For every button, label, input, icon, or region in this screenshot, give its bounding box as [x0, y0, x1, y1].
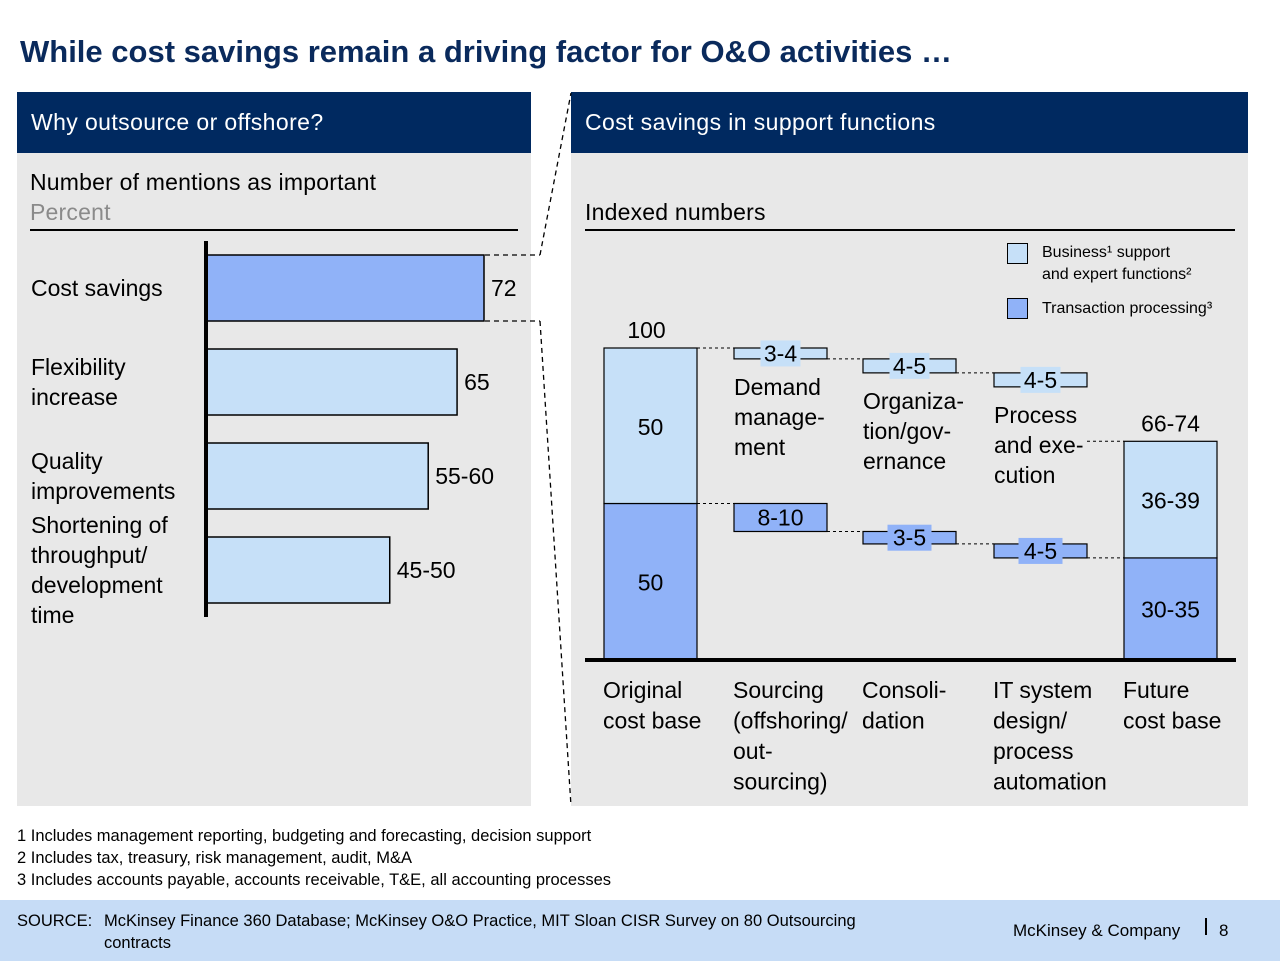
mentions-category-label: Quality — [31, 448, 103, 474]
waterfall-category-label: out- — [733, 738, 773, 764]
business-step-label-bg — [1020, 366, 1061, 393]
step-note: manage- — [734, 404, 825, 430]
future-business-segment — [1123, 440, 1218, 559]
mentions-bar — [206, 348, 458, 416]
mentions-category-label: Shortening of — [31, 512, 168, 538]
left-panel-header-text: Why outsource or offshore? — [31, 109, 324, 135]
legend-business-line2: and expert functions² — [1042, 266, 1192, 283]
legend-swatch-transaction — [1007, 298, 1028, 319]
mentions-category-label: increase — [31, 384, 118, 410]
step-note: ment — [734, 434, 786, 460]
transaction-step-label-bg — [758, 504, 803, 531]
mentions-category-label: Flexibility — [31, 354, 126, 380]
transaction-step-label: 8-10 — [757, 504, 803, 530]
future-transaction-segment — [1123, 557, 1218, 660]
mentions-bar-value: 65 — [464, 369, 490, 395]
source-line-1: McKinsey Finance 360 Database; McKinsey … — [104, 912, 856, 930]
waterfall-category-label: automation — [993, 769, 1107, 795]
original-transaction-label: 50 — [638, 569, 664, 595]
left-panel-header: Why outsource or offshore? — [17, 92, 531, 153]
waterfall-category-label: cost base — [1123, 708, 1221, 734]
left-chart-subtitle: Number of mentions as important — [30, 169, 377, 195]
business-step-label: 4-5 — [893, 353, 926, 379]
mentions-bar-chart: 72 Cost savings 65 Flexibility increase 55-60… — [31, 241, 517, 628]
transaction-step-label: 4-5 — [1024, 538, 1057, 564]
transaction-step-label: 3-5 — [893, 525, 926, 551]
source-label: SOURCE: — [17, 912, 93, 930]
waterfall-category-label: sourcing) — [733, 769, 828, 795]
waterfall-category-label: Future — [1123, 677, 1189, 703]
legend-business-line1: Business¹ support — [1042, 244, 1171, 261]
footnote-3: 3 Includes accounts payable, accounts re… — [17, 871, 612, 889]
business-step-label-bg — [889, 352, 930, 379]
source-line-2: contracts — [104, 934, 171, 952]
business-step-label-bg — [760, 340, 801, 367]
waterfall-category-label: Original — [603, 677, 682, 703]
legend-swatch-business — [1007, 243, 1028, 264]
mentions-category-label: throughput/ — [31, 542, 148, 568]
right-subtitle-rule — [585, 229, 1235, 231]
transaction-step-label-bg — [887, 524, 932, 551]
step-note: Organiza- — [863, 388, 964, 414]
business-step-label: 3-4 — [764, 340, 797, 366]
left-chart-unit: Percent — [30, 199, 111, 225]
page-number: 8 — [1219, 921, 1229, 940]
mentions-bar — [206, 442, 429, 510]
step-note: Demand — [734, 374, 821, 400]
mentions-bar-value: 55-60 — [435, 463, 494, 489]
mentions-bar-value: 45-50 — [397, 557, 456, 583]
page-title: While cost savings remain a driving fact… — [20, 34, 952, 69]
footnote-1: 1 Includes management reporting, budgeti… — [17, 827, 592, 845]
future-transaction-label: 30-35 — [1141, 596, 1200, 622]
right-panel-header: Cost savings in support functions — [571, 92, 1248, 153]
step-note: and exe- — [994, 432, 1084, 458]
waterfall-category-label: dation — [862, 708, 925, 734]
waterfall-category-label: (offshoring/ — [733, 708, 848, 734]
waterfall-category-label: process — [993, 738, 1074, 764]
cost-waterfall-chart: 50 50 100 3-4 Demand manage-ment 8-10 4-5 Organi… — [585, 317, 1236, 795]
mentions-bar-value: 72 — [491, 275, 517, 301]
legend-label-transaction: Transaction processing³ — [1042, 300, 1213, 317]
step-note: Process — [994, 402, 1077, 428]
mentions-bar — [206, 254, 485, 322]
legend-label-business: Business¹ support and expert functions² — [1042, 242, 1191, 286]
step-note: cution — [994, 462, 1055, 488]
right-panel-header-text: Cost savings in support functions — [585, 109, 936, 135]
company-name: McKinsey & Company — [1013, 921, 1181, 940]
waterfall-category-label: design/ — [993, 708, 1068, 734]
step-note: tion/gov- — [863, 418, 951, 444]
page-separator — [1205, 918, 1207, 935]
waterfall-category-label: IT system — [993, 677, 1092, 703]
future-business-label: 36-39 — [1141, 488, 1200, 514]
zoom-line-top-diag — [539, 92, 572, 256]
waterfall-category-label: Consoli- — [862, 677, 946, 703]
waterfall-category-label: cost base — [603, 708, 701, 734]
waterfall-category-label: Sourcing — [733, 677, 824, 703]
footnote-2: 2 Includes tax, treasury, risk managemen… — [17, 849, 412, 867]
original-business-segment — [603, 347, 698, 505]
left-subtitle-rule — [30, 229, 518, 231]
source-bar: SOURCE: McKinsey Finance 360 Database; M… — [0, 900, 1280, 961]
mentions-category-label: development — [31, 572, 163, 598]
mentions-bar — [206, 536, 391, 604]
step-note: ernance — [863, 448, 946, 474]
business-step-label: 4-5 — [1024, 367, 1057, 393]
original-business-label: 50 — [638, 414, 664, 440]
transaction-step-label-bg — [1018, 537, 1063, 564]
mentions-category-label: improvements — [31, 478, 175, 504]
zoom-connector — [485, 92, 572, 807]
original-total-label: 100 — [627, 317, 665, 343]
mentions-category-label: time — [31, 602, 74, 628]
right-chart-subtitle: Indexed numbers — [585, 199, 766, 225]
mentions-category-label: Cost savings — [31, 275, 163, 301]
legend: Business¹ support and expert functions² … — [1007, 240, 1247, 325]
future-total-label: 66-74 — [1141, 410, 1200, 436]
zoom-line-bottom-diag — [539, 320, 572, 807]
